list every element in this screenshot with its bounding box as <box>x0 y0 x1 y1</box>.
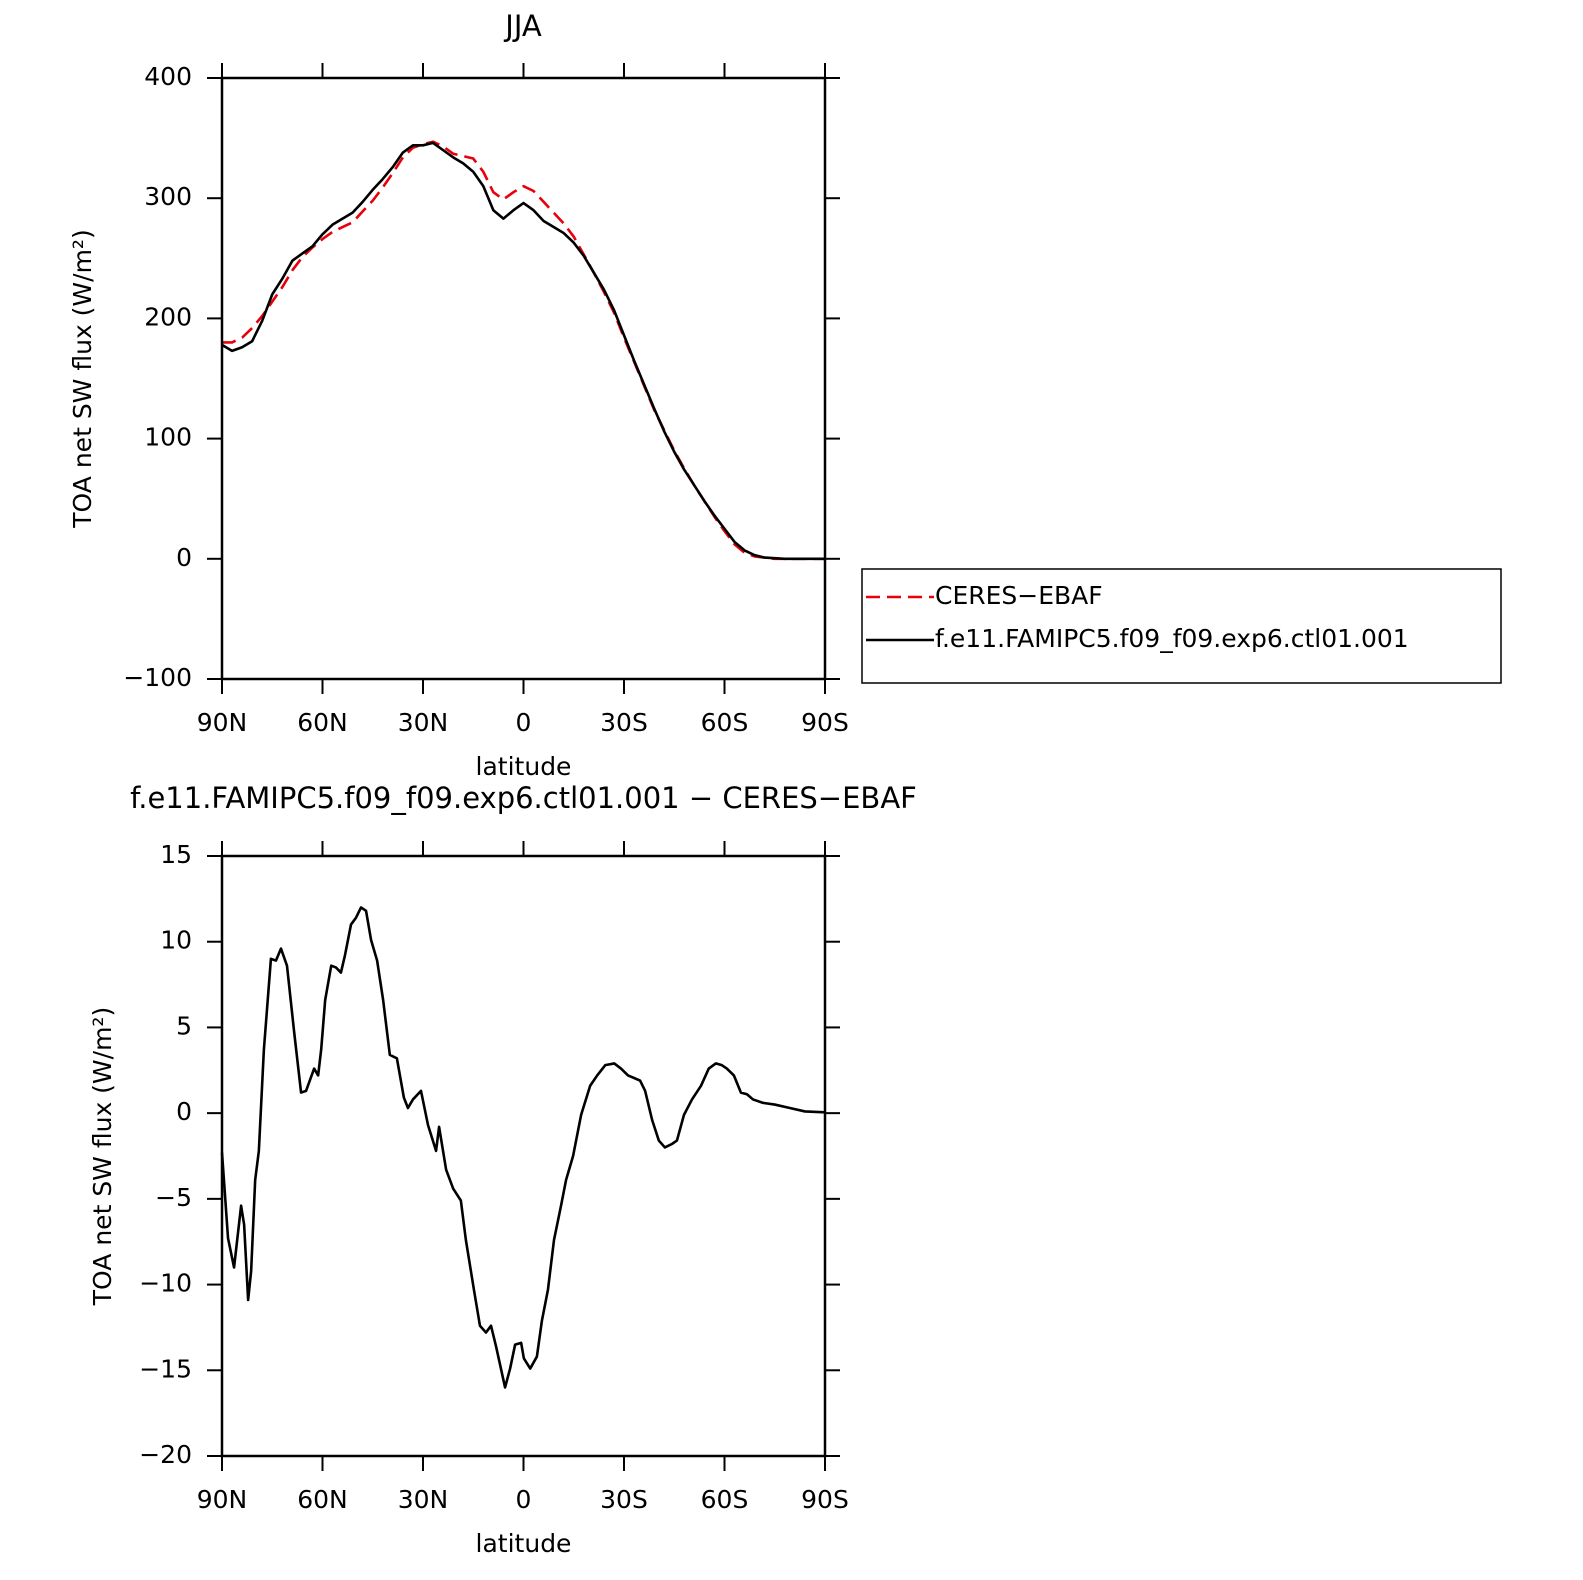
x-axis-label: latitude <box>476 1529 572 1558</box>
y-tick-label: 300 <box>144 182 192 211</box>
y-tick-label: 10 <box>160 926 192 955</box>
chart-title: JJA <box>503 9 542 43</box>
y-tick-label: 0 <box>176 1097 192 1126</box>
data-line <box>220 906 826 1389</box>
y-tick-label: −20 <box>139 1440 192 1469</box>
legend-box <box>861 568 1502 684</box>
y-axis-label: TOA net SW flux (W/m²) <box>88 1007 117 1306</box>
legend-label: f.e11.FAMIPC5.f09_f09.exp6.ctl01.001 <box>935 624 1409 653</box>
legend-label: CERES−EBAF <box>935 581 1103 610</box>
plot-frame <box>220 76 827 681</box>
plot-frame <box>220 854 827 1458</box>
y-tick-label: 200 <box>144 302 192 331</box>
x-tick-label: 60S <box>701 708 749 737</box>
y-tick-label: 400 <box>144 62 192 91</box>
x-tick-label: 30N <box>398 708 449 737</box>
x-tick-label: 60N <box>297 1485 348 1514</box>
y-tick-label: −10 <box>139 1269 192 1298</box>
x-tick-label: 90N <box>197 1485 248 1514</box>
data-line <box>222 140 825 561</box>
x-tick-label: 60N <box>297 708 348 737</box>
x-tick-label: 60S <box>701 1485 749 1514</box>
y-tick-label: −100 <box>123 663 192 692</box>
y-tick-label: 15 <box>160 840 192 869</box>
x-tick-label: 30S <box>600 708 648 737</box>
x-axis-label: latitude <box>476 752 572 781</box>
chart-title: f.e11.FAMIPC5.f09_f09.exp6.ctl01.001 − C… <box>130 781 917 815</box>
x-tick-label: 30N <box>398 1485 449 1514</box>
data-line <box>221 141 825 561</box>
x-tick-label: 90S <box>801 708 849 737</box>
y-tick-label: 100 <box>144 423 192 452</box>
x-tick-label: 90N <box>197 708 248 737</box>
x-tick-label: 0 <box>516 708 532 737</box>
y-tick-label: 5 <box>176 1011 192 1040</box>
y-tick-label: −5 <box>155 1183 192 1212</box>
x-tick-label: 30S <box>600 1485 648 1514</box>
y-tick-label: −15 <box>139 1354 192 1383</box>
x-tick-label: 0 <box>516 1485 532 1514</box>
y-tick-label: 0 <box>176 543 192 572</box>
y-axis-label: TOA net SW flux (W/m²) <box>68 229 97 528</box>
x-tick-label: 90S <box>801 1485 849 1514</box>
